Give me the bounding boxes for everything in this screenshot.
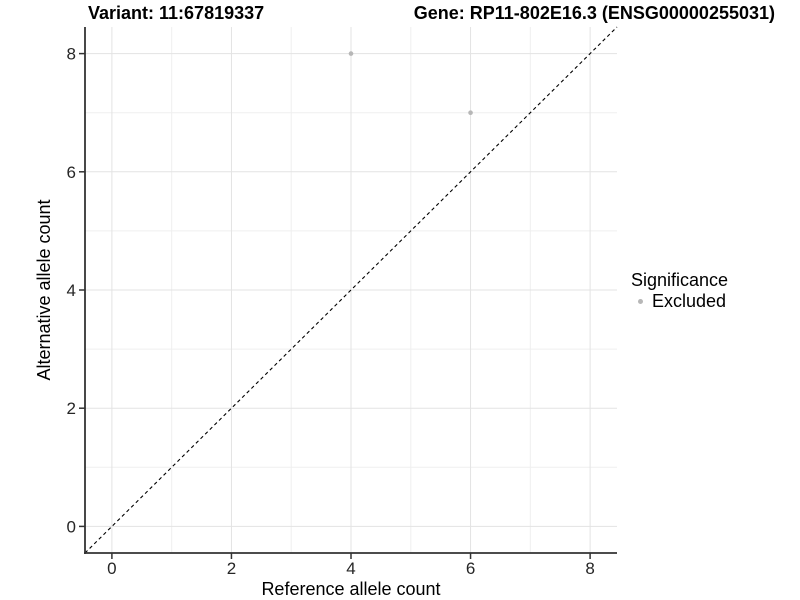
svg-text:4: 4: [67, 281, 76, 300]
svg-text:2: 2: [227, 559, 236, 578]
data-point: [348, 51, 354, 56]
svg-text:0: 0: [107, 559, 116, 578]
svg-text:4: 4: [346, 559, 355, 578]
legend-item-excluded: Excluded: [631, 291, 728, 311]
x-axis-title: Reference allele count: [261, 579, 440, 599]
gene-title: Gene: RP11-802E16.3 (ENSG00000255031): [413, 3, 775, 23]
excluded-point-icon: [638, 298, 643, 304]
svg-text:0: 0: [67, 517, 76, 536]
svg-text:8: 8: [585, 559, 594, 578]
svg-text:6: 6: [67, 163, 76, 182]
legend-item-label: Excluded: [652, 291, 727, 311]
svg-text:2: 2: [67, 399, 76, 418]
variant-title: Variant: 11:67819337: [88, 3, 265, 23]
svg-text:8: 8: [67, 45, 76, 64]
y-axis-title: Alternative allele count: [34, 199, 54, 380]
data-point: [468, 110, 473, 115]
legend-title: Significance: [631, 270, 729, 290]
svg-text:6: 6: [466, 559, 475, 578]
legend: Significance Excluded: [631, 270, 728, 311]
